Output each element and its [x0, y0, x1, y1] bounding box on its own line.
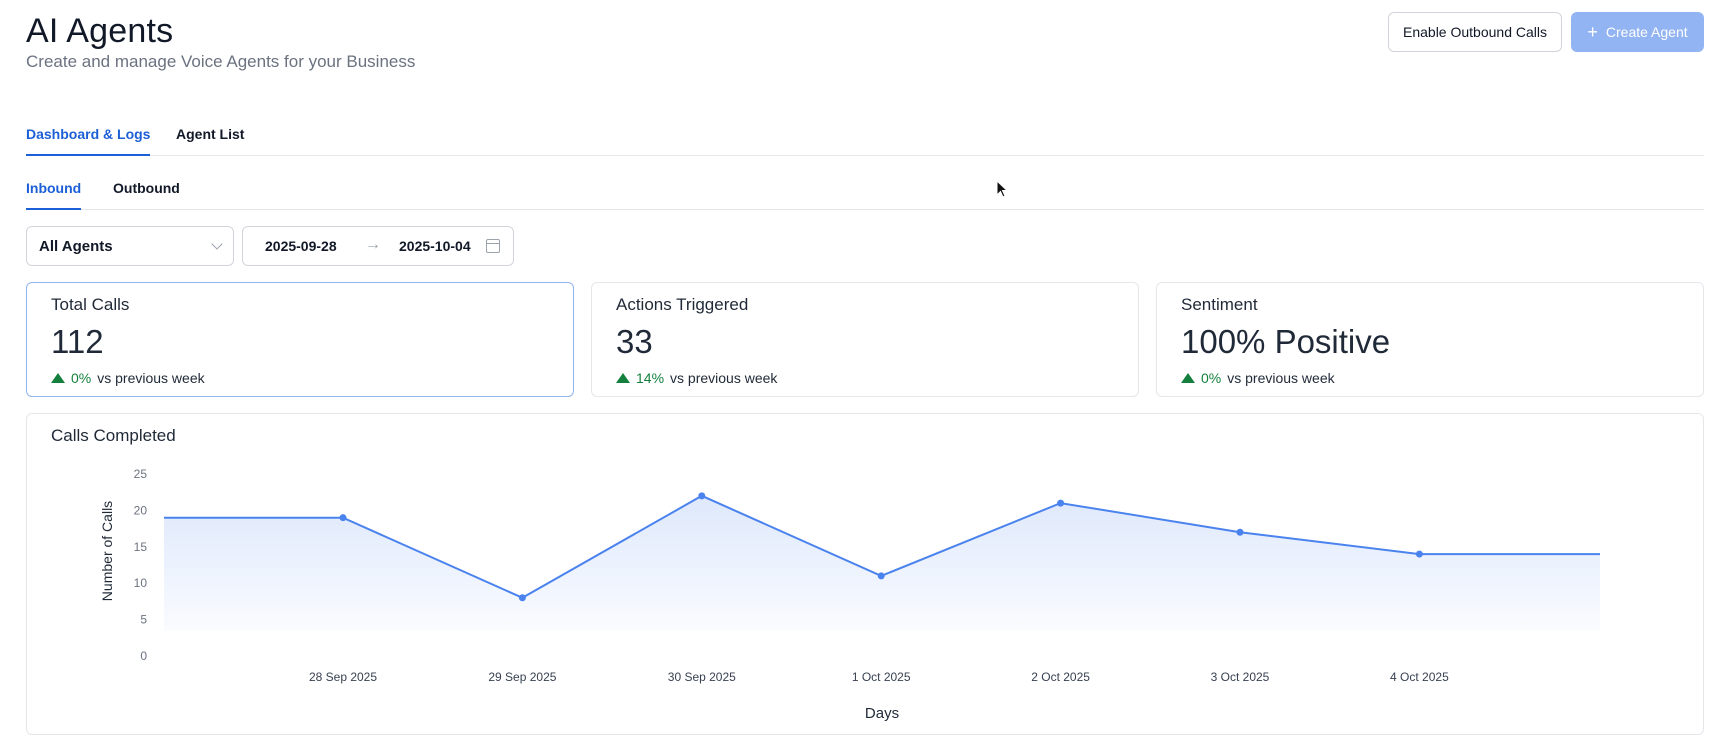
x-tick-label: 28 Sep 2025	[309, 670, 377, 684]
y-tick-label: 25	[134, 467, 148, 481]
enable-outbound-calls-button[interactable]: Enable Outbound Calls	[1388, 12, 1562, 52]
plus-icon: +	[1587, 22, 1598, 42]
data-point[interactable]	[1415, 550, 1423, 558]
data-point[interactable]	[877, 572, 885, 580]
data-point[interactable]	[518, 594, 526, 602]
x-tick-label: 4 Oct 2025	[1390, 670, 1449, 684]
x-axis-label: Days	[865, 705, 899, 722]
y-tick-label: 15	[134, 540, 148, 554]
x-tick-label: 30 Sep 2025	[668, 670, 736, 684]
trend-up-icon	[1181, 373, 1195, 383]
tab-agent-list[interactable]: Agent List	[176, 126, 245, 142]
tab-outbound[interactable]: Outbound	[113, 180, 180, 196]
page-subtitle: Create and manage Voice Agents for your …	[26, 52, 416, 71]
y-axis-label: Number of Calls	[99, 501, 115, 601]
trend-up-icon	[616, 373, 630, 383]
tab-inbound[interactable]: Inbound	[26, 180, 82, 210]
card-value: 33	[616, 323, 653, 360]
y-tick-label: 20	[134, 503, 148, 517]
card-label: Actions Triggered	[616, 295, 749, 314]
card-trend: 14% vs previous week	[616, 370, 777, 386]
sentiment-card[interactable]: Sentiment 100% Positive 0% vs previous w…	[1156, 282, 1704, 397]
sub-tabs: Inbound Outbound	[26, 170, 1704, 210]
data-point[interactable]	[1236, 528, 1244, 536]
card-value: 112	[51, 323, 104, 360]
y-tick-label: 10	[134, 576, 148, 590]
x-tick-label: 2 Oct 2025	[1031, 670, 1090, 684]
trend-percent: 14%	[636, 370, 665, 386]
x-tick-label: 3 Oct 2025	[1211, 670, 1270, 684]
trend-suffix: vs previous week	[1227, 370, 1335, 386]
date-start[interactable]: 2025-09-28	[265, 238, 337, 254]
mouse-cursor-icon	[996, 180, 1009, 198]
y-tick-label: 5	[140, 613, 147, 627]
trend-suffix: vs previous week	[97, 370, 205, 386]
chart-area-fill	[164, 495, 1600, 631]
card-label: Total Calls	[51, 295, 130, 314]
chevron-down-icon	[211, 238, 223, 250]
total-calls-card[interactable]: Total Calls 112 0% vs previous week	[26, 282, 574, 397]
actions-triggered-card[interactable]: Actions Triggered 33 14% vs previous wee…	[591, 282, 1139, 397]
arrow-right-icon: →	[365, 236, 381, 253]
trend-percent: 0%	[71, 370, 92, 386]
card-trend: 0% vs previous week	[1181, 370, 1335, 386]
trend-suffix: vs previous week	[670, 370, 778, 386]
create-agent-label: Create Agent	[1605, 24, 1688, 40]
page-title: AI Agents	[26, 12, 174, 50]
agent-select-value: All Agents	[39, 237, 113, 255]
data-point[interactable]	[698, 492, 706, 500]
chart-title: Calls Completed	[51, 426, 176, 445]
main-tabs: Dashboard & Logs Agent List	[26, 116, 1704, 156]
create-agent-button[interactable]: + Create Agent	[1571, 12, 1704, 52]
data-point[interactable]	[339, 514, 347, 522]
data-point[interactable]	[1057, 499, 1065, 507]
card-trend: 0% vs previous week	[51, 370, 205, 386]
agent-select[interactable]: All Agents	[26, 226, 234, 266]
card-value: 100% Positive	[1181, 323, 1391, 360]
tab-dashboard-logs[interactable]: Dashboard & Logs	[26, 126, 151, 156]
calls-completed-chart: 0 5 10 15 20 25 28 Sep 2025 29 Sep 2025 30 Sep …	[99, 467, 1600, 722]
x-tick-label: 29 Sep 2025	[488, 670, 556, 684]
date-end[interactable]: 2025-10-04	[399, 238, 471, 254]
date-range-picker[interactable]: 2025-09-28 → 2025-10-04	[242, 226, 514, 266]
x-tick-label: 1 Oct 2025	[852, 670, 911, 684]
y-tick-label: 0	[140, 649, 147, 663]
trend-up-icon	[51, 373, 65, 383]
calls-completed-chart-card: Calls Completed 0 5 10 15 20 25 28 Sep 2025 29…	[26, 413, 1704, 735]
card-label: Sentiment	[1181, 295, 1258, 314]
trend-percent: 0%	[1201, 370, 1222, 386]
calendar-icon[interactable]	[486, 239, 500, 253]
